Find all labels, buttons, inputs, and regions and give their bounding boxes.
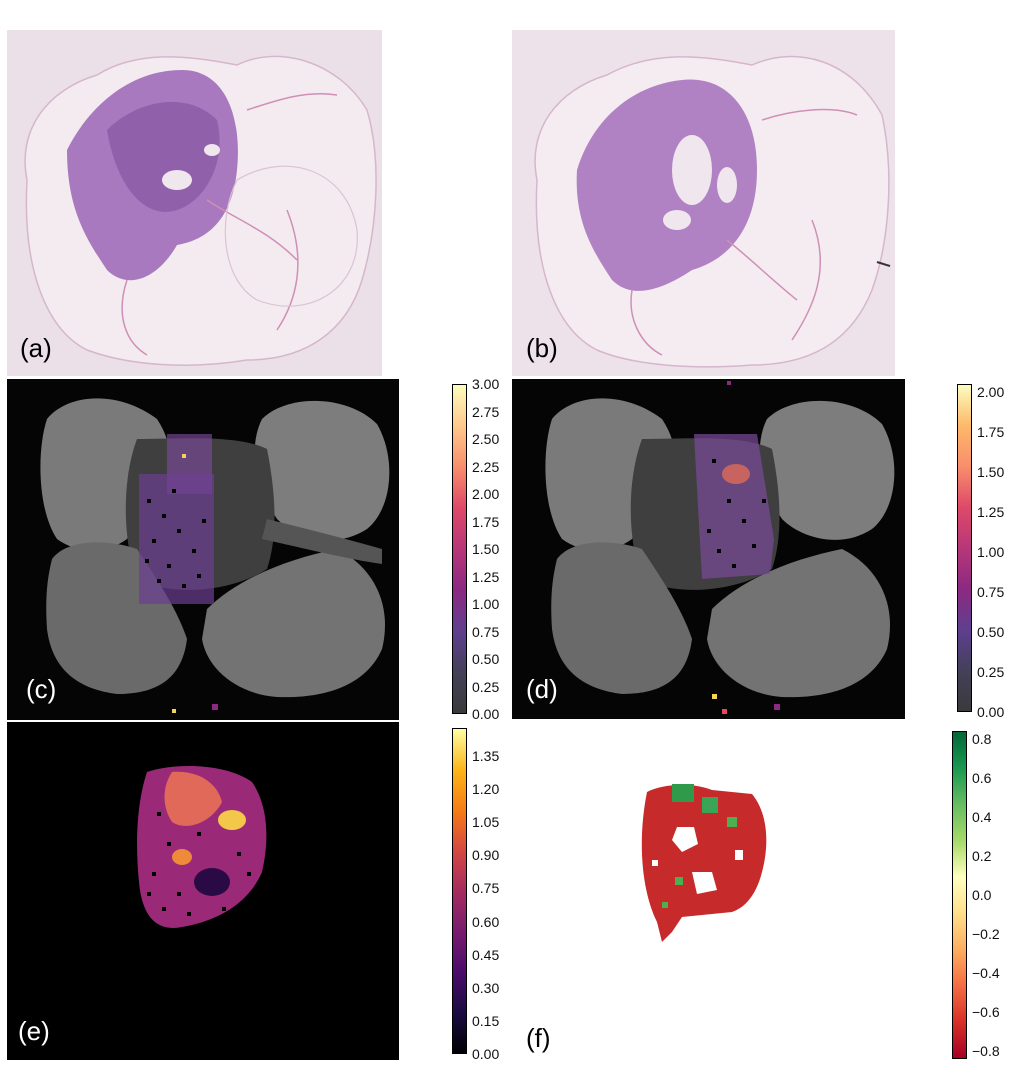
colorbar-d-tick: 0.25 bbox=[977, 664, 1005, 680]
colorbar-d-strip bbox=[957, 384, 972, 712]
panel-f-heatmap bbox=[512, 722, 905, 1060]
panel-c-overlay bbox=[7, 379, 399, 720]
panel-b-histology bbox=[512, 30, 895, 376]
colorbar-f-tick: −0.4 bbox=[972, 965, 1000, 981]
panel-d-overlay bbox=[512, 379, 905, 719]
colorbar-e-tick: 0.00 bbox=[472, 1046, 500, 1062]
colorbar-e-tick: 0.60 bbox=[472, 913, 500, 930]
colorbar-e: 1.35 1.20 1.05 0.90 0.75 0.60 0.45 0.30 0.15 0.00 bbox=[452, 728, 522, 1062]
mri-overlay-image-c bbox=[7, 379, 399, 720]
colorbar-d-tick: 1.50 bbox=[977, 464, 1005, 480]
colorbar-d-tick: 0.50 bbox=[977, 624, 1005, 640]
colorbar-e-tick: 1.35 bbox=[472, 748, 500, 764]
panel-label-f: (f) bbox=[526, 1023, 551, 1053]
panel-label-b: (b) bbox=[526, 333, 558, 363]
mri-overlay-image-d bbox=[512, 379, 905, 719]
colorbar-c-strip bbox=[452, 384, 467, 714]
colorbar-e-tick: 0.90 bbox=[472, 847, 500, 864]
colorbar-e-tick: 0.75 bbox=[472, 880, 500, 897]
colorbar-e-strip bbox=[452, 728, 467, 1054]
colorbar-c-tick: 2.25 bbox=[472, 458, 500, 475]
colorbar-c-tick: 2.50 bbox=[472, 431, 500, 447]
colorbar-c: 3.00 2.75 2.50 2.25 2.00 1.75 1.50 1.25 1.00 0.75… bbox=[452, 376, 522, 722]
colorbar-f-tick: −0.2 bbox=[972, 926, 1000, 942]
colorbar-f-tick: −0.8 bbox=[972, 1043, 1000, 1059]
colorbar-c-tick: 2.75 bbox=[472, 403, 500, 420]
panel-label-c: (c) bbox=[26, 674, 57, 704]
colorbar-c-tick: 1.75 bbox=[472, 513, 500, 530]
histology-image-b bbox=[512, 30, 895, 376]
colorbar-d-tick: 0.00 bbox=[977, 704, 1005, 720]
colorbar-f-tick: 0.0 bbox=[972, 887, 992, 903]
heatmap-image-e bbox=[7, 722, 399, 1060]
colorbar-c-tick: 0.00 bbox=[472, 706, 500, 722]
colorbar-d-tick: 2.00 bbox=[977, 384, 1005, 400]
colorbar-e-tick: 1.05 bbox=[472, 814, 500, 831]
colorbar-d-tick: 1.00 bbox=[977, 544, 1005, 560]
colorbar-f-strip bbox=[952, 731, 967, 1059]
colorbar-c-tick: 2.00 bbox=[472, 486, 500, 502]
colorbar-e-tick: 0.45 bbox=[472, 946, 500, 963]
colorbar-e-tick: 0.15 bbox=[472, 1012, 500, 1029]
colorbar-c-tick: 1.00 bbox=[472, 596, 500, 612]
colorbar-c-tick: 1.25 bbox=[472, 568, 500, 585]
colorbar-c-tick: 3.00 bbox=[472, 376, 500, 392]
colorbar-c-tick: 0.50 bbox=[472, 651, 500, 667]
colorbar-c-tick: 1.50 bbox=[472, 541, 500, 557]
colorbar-f: 0.8 0.6 0.4 0.2 0.0 −0.2 −0.4 −0.6 −0.8 bbox=[952, 731, 1027, 1061]
colorbar-d-tick: 0.75 bbox=[977, 584, 1005, 600]
panel-label-e: (e) bbox=[18, 1016, 50, 1046]
colorbar-f-tick: −0.6 bbox=[972, 1004, 1000, 1020]
colorbar-d-tick: 1.25 bbox=[977, 504, 1005, 520]
histology-image-a bbox=[7, 30, 382, 376]
colorbar-d: 2.00 1.75 1.50 1.25 1.00 0.75 0.50 0.25 0.00 bbox=[957, 384, 1027, 720]
panel-label-a: (a) bbox=[20, 333, 52, 363]
colorbar-f-tick: 0.4 bbox=[972, 809, 992, 825]
colorbar-e-tick: 1.20 bbox=[472, 781, 500, 798]
panel-e-heatmap bbox=[7, 722, 399, 1060]
colorbar-d-tick: 1.75 bbox=[977, 424, 1005, 440]
panel-a-histology bbox=[7, 30, 382, 376]
colorbar-c-tick: 0.25 bbox=[472, 678, 500, 695]
colorbar-c-tick: 0.75 bbox=[472, 623, 500, 640]
colorbar-f-tick: 0.8 bbox=[972, 731, 992, 747]
colorbar-e-tick: 0.30 bbox=[472, 979, 500, 996]
panel-label-d: (d) bbox=[526, 674, 558, 704]
colorbar-f-tick: 0.2 bbox=[972, 848, 992, 864]
heatmap-image-f bbox=[512, 722, 905, 1060]
colorbar-f-tick: 0.6 bbox=[972, 770, 992, 786]
